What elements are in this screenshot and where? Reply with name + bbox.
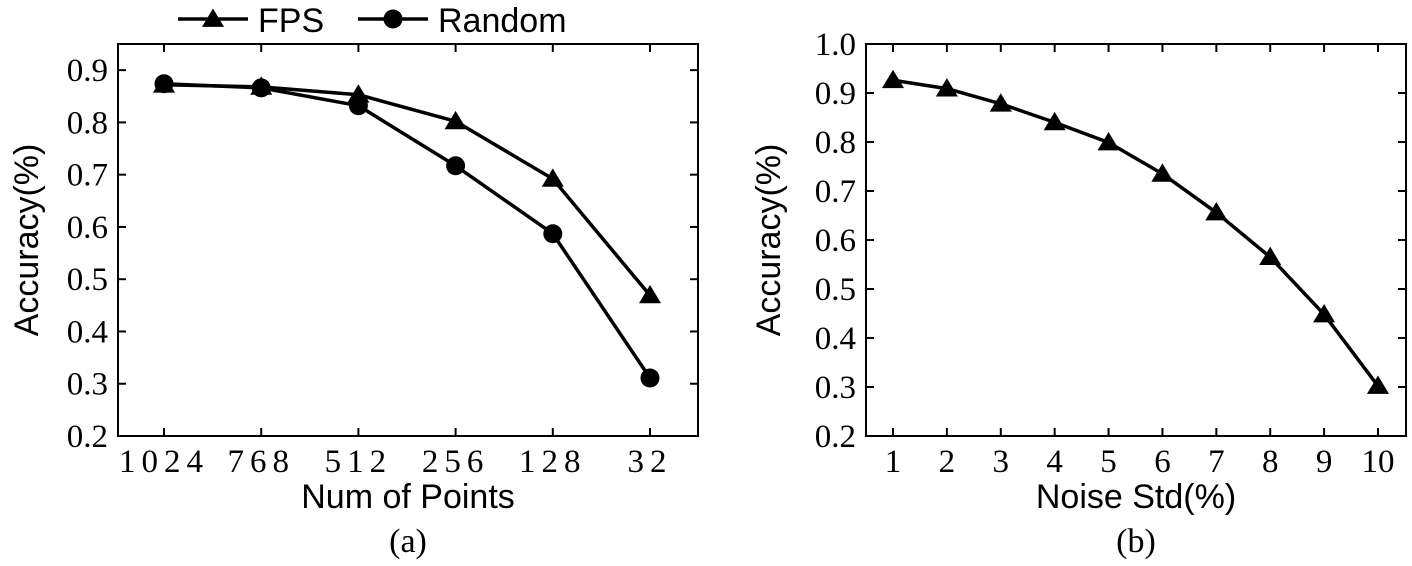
plot-frame	[117, 43, 699, 437]
x-tick-label: 768	[227, 444, 295, 480]
x-tick-label: 7	[1208, 444, 1225, 480]
series-line	[892, 78, 1380, 388]
legend-item-fps: FPS	[178, 2, 324, 40]
data-point	[154, 74, 174, 94]
data-point	[935, 78, 958, 97]
subfigure-caption: (b)	[1116, 523, 1156, 560]
x-tick-label: 1024	[119, 444, 209, 480]
data-point	[1205, 202, 1228, 221]
data-point	[989, 93, 1012, 112]
y-tick-label: 1.0	[815, 27, 856, 63]
y-tick-label: 0.7	[815, 174, 856, 210]
chart-a: 0.2 0.3 0.4 0.5 0.6 0.7 0.8 0.9 1024 768 512 256 128…	[8, 2, 699, 560]
data-point	[640, 368, 660, 388]
data-point	[444, 110, 467, 130]
y-tick-label: 0.3	[815, 370, 856, 406]
data-point	[348, 96, 368, 116]
series-line	[163, 81, 652, 379]
y-tick-label: 0.7	[67, 158, 108, 194]
data-point	[543, 224, 563, 244]
legend-marker	[201, 8, 225, 27]
legend-item-random: Random	[358, 2, 567, 40]
series-fps	[152, 74, 662, 304]
y-tick-label: 0.3	[67, 367, 108, 403]
x-tick-label: 6	[1154, 444, 1171, 480]
x-tick-label: 128	[519, 444, 587, 480]
data-point	[1366, 375, 1390, 394]
legend-label: FPS	[258, 2, 324, 40]
y-tick-label: 0.4	[815, 321, 856, 357]
data-point	[881, 69, 905, 89]
data-point	[446, 156, 466, 176]
series-line	[163, 83, 652, 297]
x-tick-label: 2	[939, 444, 956, 480]
y-tick-label: 0.6	[815, 223, 856, 259]
data-point	[1097, 131, 1120, 151]
y-tick-label: 0.5	[815, 272, 856, 308]
subfigure-caption: (a)	[389, 523, 427, 560]
data-point	[251, 78, 271, 98]
legend-label: Random	[438, 2, 567, 40]
data-point	[1151, 163, 1174, 182]
x-axis-title: Noise Std(%)	[1036, 478, 1236, 516]
x-tick-label: 5	[1100, 444, 1117, 480]
series-accuracy	[881, 69, 1390, 394]
y-tick-label: 0.9	[67, 53, 108, 89]
x-tick-label: 10	[1362, 444, 1395, 480]
data-point	[638, 284, 662, 304]
y-tick-label: 0.5	[67, 262, 108, 298]
data-point	[1043, 111, 1066, 131]
series-random	[154, 74, 660, 388]
plot-frame	[865, 43, 1407, 437]
x-tick-label: 4	[1046, 444, 1063, 480]
chart-b: 0.2 0.3 0.4 0.5 0.6 0.7 0.8 0.9 1.0 1 2 3 4 5 6 7 8 9 10 Ac…	[750, 27, 1407, 560]
y-tick-label: 0.2	[815, 419, 856, 455]
y-tick-label: 0.4	[67, 314, 108, 350]
data-point	[1259, 246, 1282, 266]
x-tick-label: 3	[993, 444, 1010, 480]
x-tick-label: 1	[885, 444, 902, 480]
data-point	[1313, 303, 1336, 323]
x-tick-label: 512	[325, 444, 393, 480]
y-tick-label: 0.9	[815, 76, 856, 112]
y-tick-label: 0.8	[67, 105, 108, 141]
legend-marker	[383, 9, 403, 29]
x-tick-label: 256	[422, 444, 490, 480]
y-axis-title: Accuracy(%)	[750, 144, 788, 337]
x-tick-label: 8	[1262, 444, 1279, 480]
y-tick-label: 0.8	[815, 125, 856, 161]
y-tick-label: 0.2	[67, 419, 108, 455]
legend: FPS Random	[178, 2, 567, 40]
y-tick-label: 0.6	[67, 210, 108, 246]
data-point	[541, 168, 564, 187]
x-axis-title: Num of Points	[301, 478, 515, 516]
x-tick-label: 32	[628, 444, 673, 480]
y-axis-title: Accuracy(%)	[8, 144, 46, 337]
x-tick-label: 9	[1316, 444, 1333, 480]
